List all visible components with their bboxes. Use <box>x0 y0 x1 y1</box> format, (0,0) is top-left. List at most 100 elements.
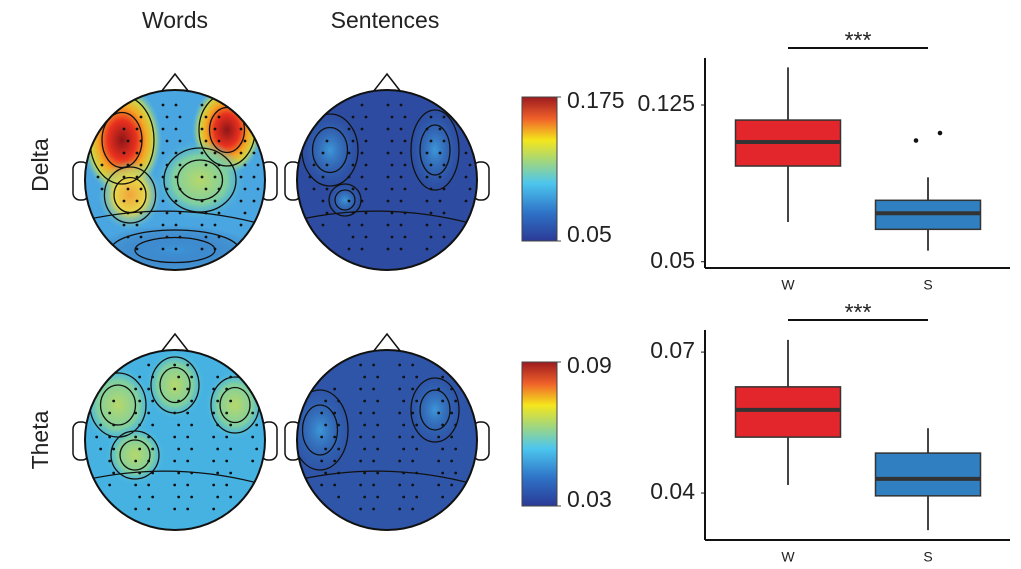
electrode <box>351 115 355 119</box>
electrode <box>441 495 445 499</box>
electrode <box>174 151 178 155</box>
electrode <box>200 151 204 155</box>
electrode <box>454 399 458 403</box>
electrode <box>363 423 367 427</box>
electrode <box>216 471 220 475</box>
electrode <box>411 483 415 487</box>
contour <box>311 126 349 174</box>
electrode <box>347 151 351 155</box>
electrode <box>429 211 433 215</box>
blob <box>405 370 465 450</box>
electrode <box>147 459 151 463</box>
topomap <box>284 332 490 531</box>
electrode <box>126 235 130 239</box>
blob <box>98 160 162 230</box>
electrode <box>174 199 178 203</box>
electrode <box>438 151 442 155</box>
electrode <box>174 247 178 251</box>
electrode <box>454 471 458 475</box>
electrode <box>386 247 390 251</box>
contour <box>219 386 251 424</box>
electrode <box>174 223 178 227</box>
electrode <box>135 127 139 131</box>
electrode <box>398 435 402 439</box>
electrode <box>398 507 402 511</box>
electrode <box>402 375 406 379</box>
electrode <box>308 175 312 179</box>
electrode <box>186 483 190 487</box>
electrode <box>403 235 407 239</box>
electrode <box>390 115 394 119</box>
contour <box>297 389 349 471</box>
electrode <box>165 163 169 167</box>
electrode <box>450 411 454 415</box>
electrode <box>415 375 419 379</box>
electrode <box>165 235 169 239</box>
significance-label: *** <box>845 299 872 325</box>
electrode <box>386 127 390 131</box>
electrode <box>204 235 208 239</box>
head-outline <box>84 89 266 271</box>
electrode <box>217 211 221 215</box>
electrode <box>213 199 217 203</box>
electrode <box>134 387 138 391</box>
contour <box>334 189 356 211</box>
electrode <box>364 139 368 143</box>
electrode <box>186 387 190 391</box>
electrode <box>200 223 204 227</box>
electrode <box>363 375 367 379</box>
electrode <box>312 163 316 167</box>
electrode <box>190 471 194 475</box>
electrode <box>200 247 204 251</box>
contour <box>297 210 477 226</box>
electrode <box>239 199 243 203</box>
significance-label: *** <box>845 27 872 53</box>
electrode <box>138 423 142 427</box>
electrode <box>437 387 441 391</box>
electrode <box>204 187 208 191</box>
electrode <box>372 387 376 391</box>
electrode <box>177 375 181 379</box>
electrode <box>173 387 177 391</box>
electrode <box>161 223 165 227</box>
electrode <box>415 447 419 451</box>
electrode <box>108 483 112 487</box>
electrode <box>252 175 256 179</box>
electrode <box>147 363 151 367</box>
electrode <box>333 411 337 415</box>
electrode <box>363 399 367 403</box>
electrode <box>347 199 351 203</box>
electrode <box>204 211 208 215</box>
contour <box>301 404 339 456</box>
electrode <box>411 387 415 391</box>
electrode <box>122 127 126 131</box>
electrode <box>165 211 169 215</box>
electrode <box>372 435 376 439</box>
electrode <box>229 375 233 379</box>
electrode <box>372 363 376 367</box>
electrode <box>364 235 368 239</box>
electrode <box>173 459 177 463</box>
electrode <box>190 423 194 427</box>
electrode <box>398 459 402 463</box>
electrode <box>229 471 233 475</box>
electrode <box>438 199 442 203</box>
electrode <box>398 363 402 367</box>
electrode <box>213 247 217 251</box>
electrode <box>425 175 429 179</box>
electrode <box>239 127 243 131</box>
electrode <box>450 483 454 487</box>
electrode <box>190 495 194 499</box>
electrode <box>139 187 143 191</box>
electrode <box>108 459 112 463</box>
electrode <box>161 127 165 131</box>
outlier <box>937 130 943 136</box>
electrode <box>376 495 380 499</box>
electrode <box>437 459 441 463</box>
electrode <box>402 447 406 451</box>
electrode <box>134 483 138 487</box>
electrode <box>186 411 190 415</box>
electrode <box>212 483 216 487</box>
electrode <box>441 423 445 427</box>
nose <box>372 72 402 93</box>
